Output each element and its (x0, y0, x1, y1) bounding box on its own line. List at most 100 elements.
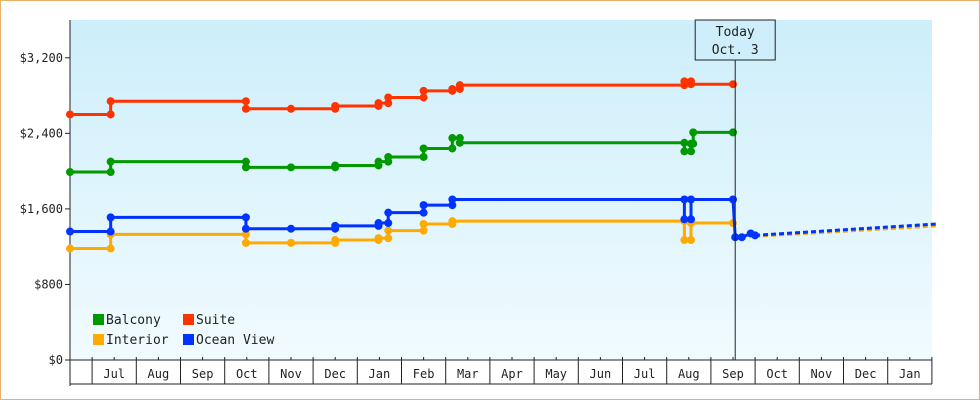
legend-swatch-suite (183, 314, 194, 325)
legend-swatch-ocean-view (183, 334, 194, 345)
data-point-suite (287, 104, 295, 113)
data-point-suite (384, 93, 393, 102)
legend-swatch-balcony (93, 314, 104, 325)
data-point-ocean-view (448, 195, 457, 204)
data-point-interior (241, 238, 250, 247)
x-tick-label: Jan (899, 367, 921, 381)
data-point-balcony (689, 128, 698, 137)
data-point-interior (384, 226, 393, 235)
data-point-balcony (419, 144, 428, 153)
x-tick-label: Dec (324, 367, 346, 381)
x-tick-label: May (545, 367, 567, 381)
legend-label-suite: Suite (196, 313, 235, 328)
data-point-ocean-view (448, 201, 457, 210)
data-point-suite (455, 81, 464, 90)
x-tick-label: Dec (855, 367, 877, 381)
x-tick-label: Jan (369, 367, 391, 381)
today-label-line1: Today (716, 25, 755, 40)
data-point-interior (384, 234, 393, 243)
data-point-balcony (455, 138, 464, 147)
today-annotation: Today Oct. 3 (694, 19, 776, 360)
data-point-balcony (331, 161, 340, 170)
data-point-suite (384, 99, 393, 108)
data-point-interior (331, 236, 340, 245)
data-point-balcony (384, 152, 393, 161)
x-tick-label: Jul (634, 367, 656, 381)
data-point-interior (287, 238, 295, 247)
y-tick-label: $3,200 (20, 51, 63, 65)
legend-label-ocean-view: Ocean View (196, 333, 274, 348)
data-point-suite (241, 104, 250, 113)
data-point-ocean-view (66, 227, 74, 236)
data-point-ocean-view (729, 195, 737, 204)
x-tick-label: Nov (811, 367, 833, 381)
data-point-suite (106, 110, 115, 119)
x-tick-label: Aug (148, 367, 170, 381)
x-tick-label: Sep (722, 367, 744, 381)
data-point-suite (680, 77, 689, 86)
data-point-balcony (66, 168, 74, 177)
data-point-ocean-view (384, 219, 393, 228)
data-point-interior (448, 217, 457, 226)
data-point-balcony (448, 144, 457, 153)
x-tick-label: Jun (590, 367, 612, 381)
data-point-interior (419, 220, 428, 228)
data-point-suite (66, 110, 74, 119)
data-point-balcony (419, 152, 428, 161)
data-point-interior (66, 244, 74, 253)
x-tick-label: Sep (192, 367, 214, 381)
x-tick-label: Feb (413, 367, 435, 381)
data-point-ocean-view (106, 227, 115, 236)
x-tick-label: Aug (678, 367, 700, 381)
x-tick-label: Jul (103, 367, 125, 381)
data-point-ocean-view (374, 219, 383, 228)
x-tick-label: Nov (280, 367, 302, 381)
plot-area (70, 20, 932, 360)
data-point-suite (419, 86, 428, 95)
data-point-ocean-view (287, 224, 295, 233)
data-point-ocean-view (680, 215, 689, 224)
data-point-ocean-view (241, 213, 250, 222)
x-tick-label: Oct (236, 367, 258, 381)
axes: $0 $800 $1,600 $2,400 $3,200 Jul Aug Sep Oct Nov D… (20, 20, 933, 386)
data-point-suite (687, 80, 696, 89)
data-point-ocean-view (419, 208, 428, 217)
data-point-balcony (374, 157, 383, 166)
data-point-ocean-view (241, 224, 250, 233)
x-tick-label: Apr (501, 367, 523, 381)
data-point-ocean-view (687, 215, 696, 224)
data-point-balcony (106, 157, 115, 166)
data-point-balcony (106, 168, 115, 177)
data-point-interior (106, 244, 115, 253)
y-tick-label: $800 (34, 277, 63, 291)
data-point-balcony (448, 134, 457, 143)
y-tick-label: $0 (49, 353, 63, 367)
data-point-suite (374, 99, 383, 108)
data-point-suite (448, 84, 457, 93)
data-point-balcony (241, 163, 250, 172)
y-tick-label: $2,400 (20, 126, 63, 140)
data-point-ocean-view (687, 195, 696, 204)
data-point-ocean-view (737, 233, 746, 242)
data-point-suite (241, 97, 250, 106)
today-label-box (694, 19, 776, 61)
data-point-ocean-view (106, 213, 115, 222)
data-point-balcony (287, 163, 295, 172)
x-tick-label: Mar (457, 367, 479, 381)
x-tick-label: Oct (766, 367, 788, 381)
data-point-ocean-view (751, 231, 760, 240)
data-point-balcony (729, 128, 737, 137)
today-label-line2: Oct. 3 (712, 43, 759, 58)
data-point-ocean-view (680, 195, 689, 204)
data-point-suite (729, 80, 737, 89)
data-point-suite (419, 93, 428, 102)
legend-label-interior: Interior (106, 333, 169, 348)
data-point-interior (241, 230, 250, 239)
data-point-ocean-view (331, 221, 340, 230)
data-point-balcony (680, 138, 689, 147)
data-point-balcony (241, 157, 250, 166)
data-point-interior (419, 226, 428, 235)
data-point-balcony (687, 147, 696, 156)
legend-swatch-interior (93, 334, 104, 345)
